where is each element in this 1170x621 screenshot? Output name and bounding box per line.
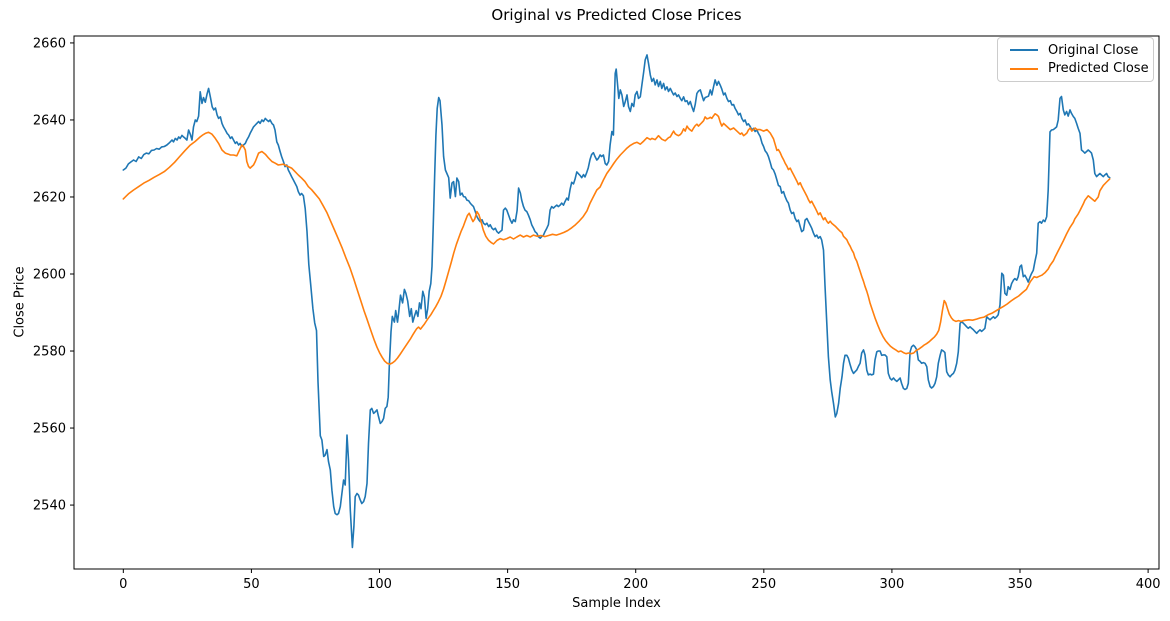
x-tick-label: 0 [119, 577, 127, 592]
x-tick-label: 300 [879, 577, 904, 592]
y-tick-label: 2540 [33, 499, 66, 514]
x-tick-label: 350 [1008, 577, 1033, 592]
x-tick-label: 250 [751, 577, 776, 592]
x-tick-label: 150 [495, 577, 520, 592]
y-tick-label: 2660 [33, 36, 66, 51]
legend-item-original-close: Original Close [998, 44, 1153, 57]
legend-item-predicted-close: Predicted Close [998, 62, 1153, 75]
x-tick-label: 50 [243, 577, 260, 592]
y-tick-label: 2600 [33, 268, 66, 283]
series-line-original-close [122, 54, 1111, 549]
legend-label: Predicted Close [1048, 61, 1149, 77]
y-tick-label: 2620 [33, 190, 66, 205]
x-tick-label: 100 [367, 577, 392, 592]
legend-label: Original Close [1048, 42, 1139, 58]
predicted-close-line-swatch-icon [1010, 67, 1038, 70]
series-line-predicted-close [122, 113, 1111, 365]
axes-spines [73, 35, 1160, 570]
original-close-line-swatch-icon [1010, 49, 1038, 52]
y-tick-label: 2640 [33, 113, 66, 128]
x-axis-label: Sample Index [572, 596, 661, 611]
legend: Original Close Predicted Close [997, 37, 1154, 82]
y-tick-label: 2560 [33, 422, 66, 437]
x-tick-label: 400 [1136, 577, 1161, 592]
y-tick-label: 2580 [33, 345, 66, 360]
y-axis-label: Close Price [12, 266, 28, 338]
chart-title: Original vs Predicted Close Prices [491, 6, 742, 24]
x-tick-label: 200 [623, 577, 648, 592]
